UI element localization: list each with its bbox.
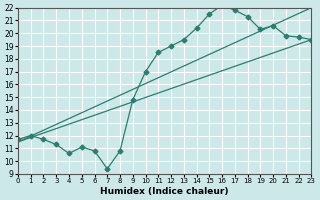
X-axis label: Humidex (Indice chaleur): Humidex (Indice chaleur) xyxy=(100,187,229,196)
